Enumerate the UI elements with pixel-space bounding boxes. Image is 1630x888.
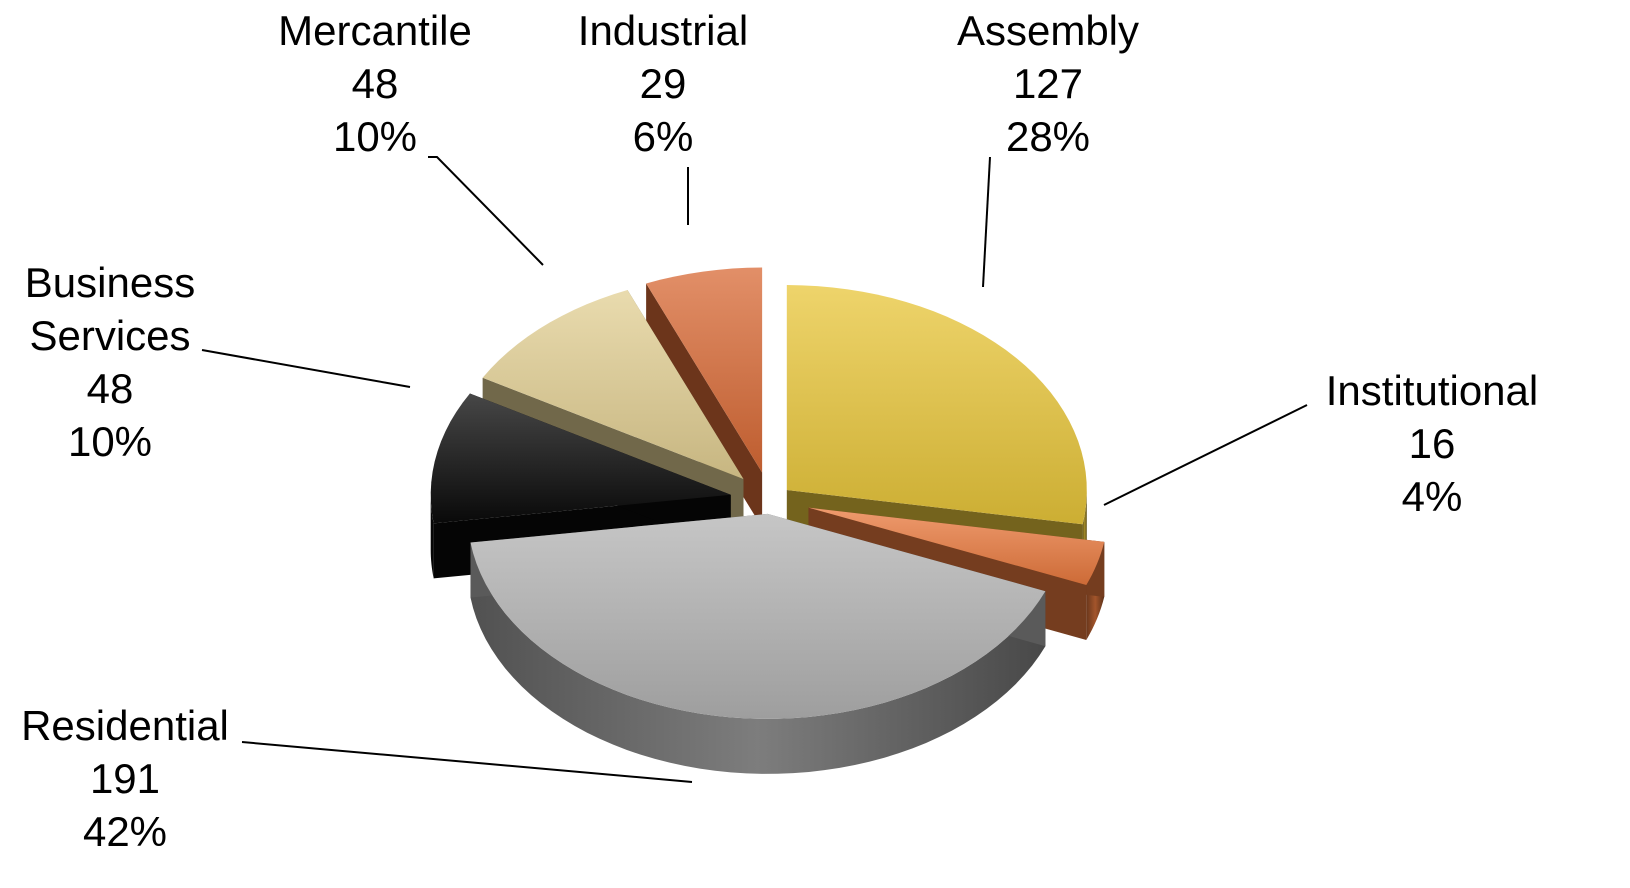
slice-label-assembly: Assembly 127 28% xyxy=(957,7,1139,160)
slice-mercantile xyxy=(482,289,744,480)
slice-label-name: Institutional xyxy=(1326,367,1538,414)
slice-label-name: Assembly xyxy=(957,7,1139,54)
slice-label-value: 48 xyxy=(87,365,134,412)
leader-line-assembly xyxy=(982,156,991,288)
slice-label-institutional: Institutional 16 4% xyxy=(1326,367,1538,520)
slice-assembly xyxy=(786,285,1087,525)
slice-outer-wall-residential xyxy=(470,542,1046,774)
slice-label-name: Industrial xyxy=(578,7,748,54)
leader-line-mercantile xyxy=(428,156,544,266)
slice-residential xyxy=(470,513,1046,719)
slice-label-percent: 10% xyxy=(333,113,417,160)
slice-label-name: Business xyxy=(25,259,195,306)
slice-label-value: 48 xyxy=(352,60,399,107)
slice-institutional xyxy=(808,507,1105,585)
slice-label-percent: 10% xyxy=(68,418,152,465)
slice-label-industrial: Industrial 29 6% xyxy=(578,7,748,160)
slice-label-value: 191 xyxy=(90,755,160,802)
slice-outer-wall-business-services xyxy=(430,494,434,579)
slice-label-percent: 4% xyxy=(1402,473,1463,520)
leader-line-residential xyxy=(241,741,693,783)
slice-label-residential: Residential 191 42% xyxy=(21,702,229,855)
slice-label-name: Services xyxy=(29,312,190,359)
slice-label-business-services: Business Services 48 10% xyxy=(25,259,195,465)
slice-label-name: Residential xyxy=(21,702,229,749)
slice-labels: Assembly 127 28% Institutional 16 4% Residenti… xyxy=(21,7,1538,855)
leader-lines xyxy=(201,156,1308,783)
slice-label-value: 29 xyxy=(640,60,687,107)
slice-label-percent: 42% xyxy=(83,808,167,855)
slice-label-name: Mercantile xyxy=(278,7,472,54)
slice-industrial xyxy=(646,267,763,473)
slice-label-value: 127 xyxy=(1013,60,1083,107)
leader-line-business-services xyxy=(201,349,411,388)
slice-label-value: 16 xyxy=(1409,420,1456,467)
leader-line-institutional xyxy=(1103,404,1308,506)
slice-label-percent: 6% xyxy=(633,113,694,160)
slice-label-percent: 28% xyxy=(1006,113,1090,160)
slice-tops xyxy=(430,267,1105,719)
slice-label-mercantile: Mercantile 48 10% xyxy=(278,7,472,160)
slice-business-services xyxy=(430,393,731,524)
